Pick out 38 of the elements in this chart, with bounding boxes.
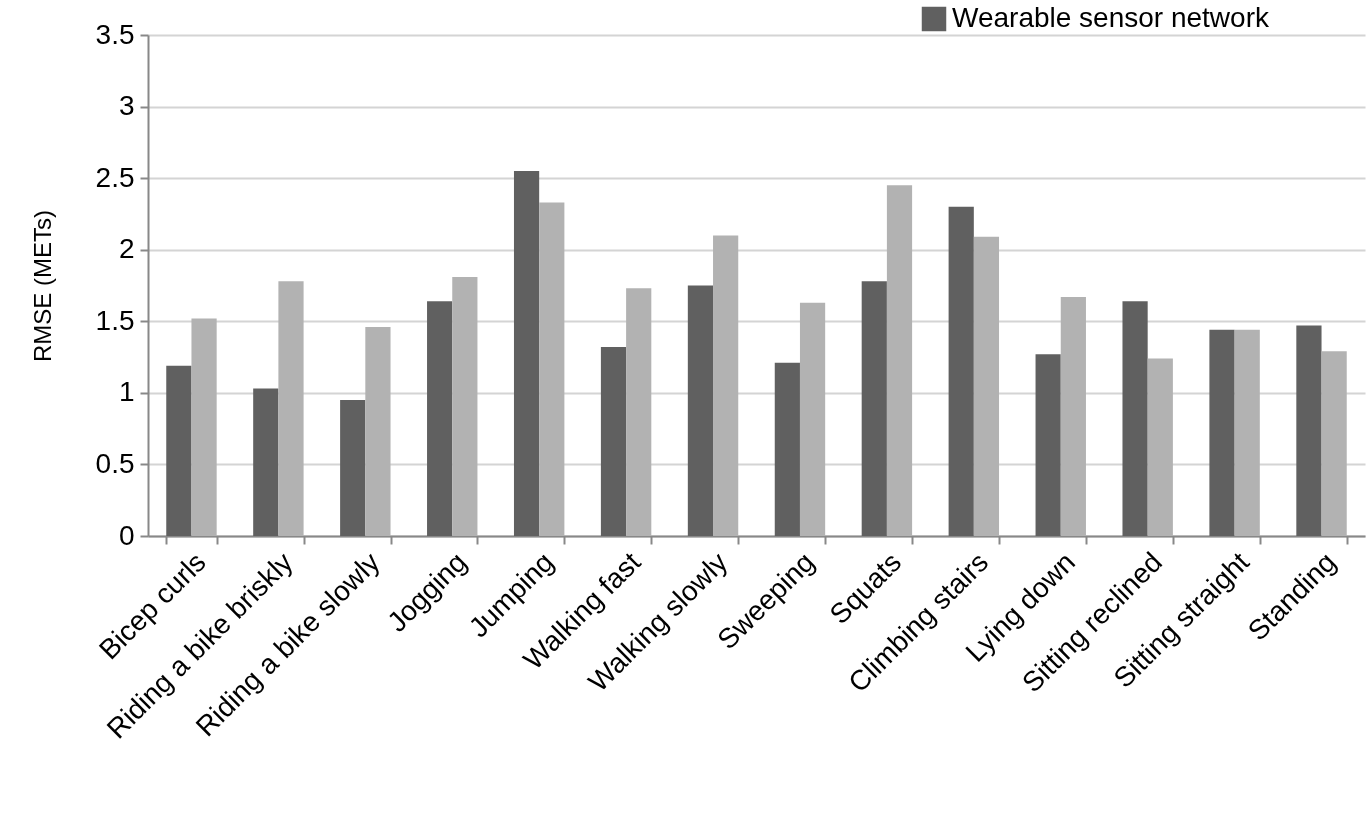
bar [166,365,192,536]
bar [1209,329,1235,536]
bar [713,235,739,536]
bar [1321,351,1347,536]
y-tick-label: 0 [118,519,135,551]
y-tick-label: 1.5 [95,304,135,336]
y-tick-label: 2.5 [95,161,135,193]
bar [886,185,913,536]
bar [253,388,279,536]
y-axis-title: RMSE (METs) [28,210,56,362]
y-tick-label: 1 [118,376,135,408]
bar [1296,325,1322,536]
bar [626,288,652,536]
bar [861,281,887,536]
bar [278,281,304,536]
y-tick-label: 3 [118,90,135,122]
bar [1122,301,1148,536]
bar [600,347,627,536]
bar [452,276,478,536]
bar [1035,354,1061,536]
bar [513,170,540,536]
bar [1147,358,1173,536]
bar [427,301,453,536]
bar [948,206,974,536]
bar [340,400,366,536]
legend-label: Wearable sensor network [952,2,1270,33]
bar [1060,296,1086,536]
bar [774,362,800,536]
y-tick-label: 0.5 [95,447,135,479]
y-tick-label: 3.5 [95,18,135,50]
bar [799,302,826,536]
y-tick-label: 2 [118,233,135,265]
bar [539,202,565,536]
bar [191,318,217,536]
bar [1234,329,1260,536]
bar [687,285,714,536]
bar [973,236,1000,536]
bar [365,327,391,536]
